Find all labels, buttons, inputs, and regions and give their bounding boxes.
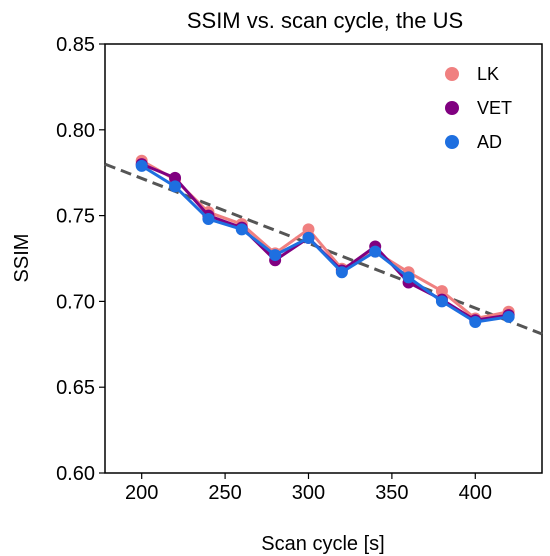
data-point [469,315,482,328]
legend: LK VET AD [445,64,512,152]
data-point [169,180,182,193]
plot-area [104,43,543,474]
x-tick-label: 350 [375,482,408,504]
data-point [302,231,315,244]
data-point [169,171,182,184]
trend-line [104,162,543,336]
series-line [140,164,509,324]
series-lk [135,154,515,325]
series-line [141,162,509,322]
data-point [202,213,215,226]
data-point [135,159,148,172]
data-point [502,310,515,323]
series-ad [135,159,515,328]
data-point [435,295,448,308]
y-tick-label: 0.75 [56,206,95,228]
y-tick-label: 0.80 [56,120,95,142]
data-point [235,223,248,236]
data-point [335,266,348,279]
x-tick-label: 300 [292,482,325,504]
legend-marker [445,67,459,81]
legend-marker [445,135,459,149]
y-tick-label: 0.65 [56,377,95,399]
chart-title: SSIM vs. scan cycle, the US [187,8,463,33]
x-tick-label: 200 [125,482,158,504]
x-axis-label: Scan cycle [s] [261,533,384,555]
data-point [435,285,448,298]
series-line [140,159,509,321]
y-tick-label: 0.70 [56,291,95,313]
x-tick-label: 400 [459,482,492,504]
y-tick-label: 0.85 [56,34,95,56]
legend-label: AD [477,132,502,152]
legend-marker [445,101,459,115]
data-point [269,249,282,262]
x-tick-label: 250 [208,482,241,504]
legend-label: LK [477,64,499,84]
y-tick-label: 0.60 [56,463,95,485]
data-point [369,245,382,258]
y-axis-label: SSIM [11,234,33,283]
data-point [402,271,415,284]
legend-label: VET [477,98,512,118]
data-point [302,223,315,236]
